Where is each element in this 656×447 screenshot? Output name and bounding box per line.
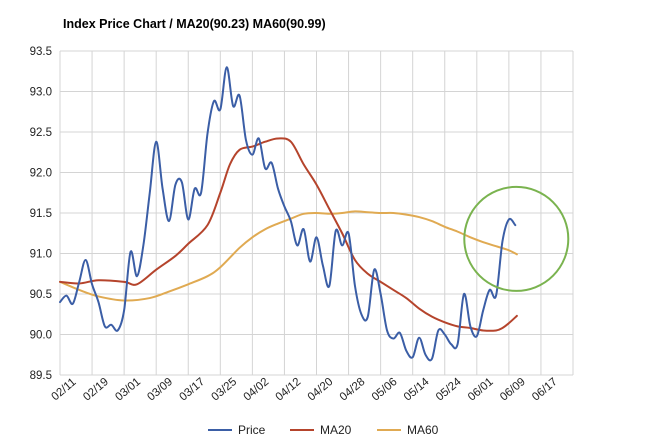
y-tick-label: 93.5: [30, 46, 52, 58]
annotation-layer: [463, 185, 570, 292]
x-tick-label: 04/12: [274, 376, 304, 404]
x-tick-label: 04/02: [242, 376, 272, 404]
x-tick-label: 04/28: [338, 376, 368, 404]
x-tick-label: 06/01: [466, 376, 496, 404]
y-tick-label: 91.0: [30, 249, 52, 261]
x-tick-label: 05/06: [370, 376, 400, 404]
y-tick-label: 91.5: [30, 208, 52, 220]
legend-label-ma60: MA60: [407, 423, 439, 437]
chart-title: Index Price Chart / MA20(90.23) MA60(90.…: [63, 17, 326, 31]
y-tick-label: 89.5: [30, 370, 52, 382]
x-tick-label: 03/17: [177, 376, 207, 404]
y-tick-label: 93.0: [30, 87, 52, 99]
x-tick-label: 06/17: [530, 376, 560, 404]
x-tick-label: 02/11: [50, 376, 79, 403]
series-line-ma60: [59, 210, 518, 302]
legend: Price MA20 MA60: [208, 423, 439, 437]
y-axis: 89.5 90.0 90.5 91.0 91.5 92.0 92.5 93.0 93.5: [30, 46, 52, 382]
highlight-circle: [463, 185, 570, 292]
x-tick-label: 02/19: [81, 376, 111, 404]
y-tick-label: 92.0: [30, 168, 52, 180]
x-tick-label: 05/24: [434, 375, 464, 403]
x-axis: 02/11 02/19 03/01 03/09 03/17 03/25 04/02 04/12…: [50, 375, 560, 403]
series-line-ma20: [59, 137, 518, 332]
x-tick-label: 03/09: [145, 376, 175, 404]
x-tick-label: 03/01: [113, 376, 143, 404]
y-tick-label: 90.5: [30, 289, 52, 301]
series-layer: [59, 66, 518, 362]
y-tick-label: 92.5: [30, 127, 52, 139]
legend-label-price: Price: [238, 423, 266, 437]
legend-label-ma20: MA20: [320, 423, 352, 437]
x-tick-label: 03/25: [210, 376, 240, 404]
series-line-price: [59, 66, 517, 362]
x-tick-label: 05/14: [402, 375, 432, 403]
x-tick-label: 04/20: [306, 376, 336, 404]
y-tick-label: 90.0: [30, 330, 52, 342]
x-tick-label: 06/09: [498, 376, 528, 404]
